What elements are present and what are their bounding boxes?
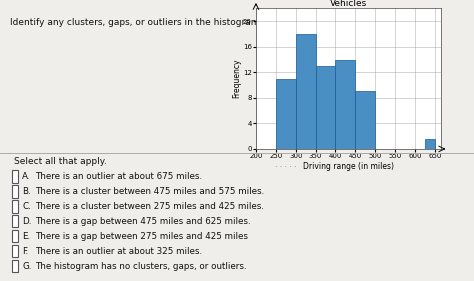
Text: The histogram has no clusters, gaps, or outliers.: The histogram has no clusters, gaps, or … <box>35 262 246 271</box>
Text: A.: A. <box>22 172 31 181</box>
Text: There is a gap between 475 miles and 625 miles.: There is a gap between 475 miles and 625… <box>35 217 251 226</box>
Y-axis label: Frequency: Frequency <box>232 59 241 98</box>
Bar <box>276 79 296 149</box>
Text: C.: C. <box>22 201 31 211</box>
FancyBboxPatch shape <box>12 260 18 272</box>
Bar <box>316 66 336 149</box>
Bar <box>296 34 316 149</box>
Text: There is a gap between 275 miles and 425 miles: There is a gap between 275 miles and 425… <box>35 232 248 241</box>
Text: E.: E. <box>22 232 30 241</box>
Title: Model Year 2017 Ethanol Flexible Fuel
Vehicles: Model Year 2017 Ethanol Flexible Fuel Ve… <box>263 0 434 8</box>
Text: G.: G. <box>22 262 32 271</box>
Text: D.: D. <box>22 217 32 226</box>
FancyBboxPatch shape <box>12 170 18 183</box>
Text: . . . . .: . . . . . <box>275 160 296 169</box>
Text: There is a cluster between 275 miles and 425 miles.: There is a cluster between 275 miles and… <box>35 201 264 211</box>
Bar <box>425 139 435 149</box>
FancyBboxPatch shape <box>12 185 18 198</box>
Text: There is an outlier at about 675 miles.: There is an outlier at about 675 miles. <box>35 172 202 181</box>
Text: Select all that apply.: Select all that apply. <box>14 157 107 166</box>
Text: There is an outlier at about 325 miles.: There is an outlier at about 325 miles. <box>35 246 202 255</box>
Text: Identify any clusters, gaps, or outliers in the histogram shown.: Identify any clusters, gaps, or outliers… <box>9 18 294 27</box>
FancyBboxPatch shape <box>12 200 18 212</box>
FancyBboxPatch shape <box>12 245 18 257</box>
X-axis label: Driving range (in miles): Driving range (in miles) <box>303 162 394 171</box>
Bar <box>336 60 356 149</box>
Bar <box>356 91 375 149</box>
FancyBboxPatch shape <box>12 230 18 243</box>
FancyBboxPatch shape <box>12 215 18 228</box>
Text: There is a cluster between 475 miles and 575 miles.: There is a cluster between 475 miles and… <box>35 187 264 196</box>
Text: B.: B. <box>22 187 31 196</box>
Text: F.: F. <box>22 246 28 255</box>
